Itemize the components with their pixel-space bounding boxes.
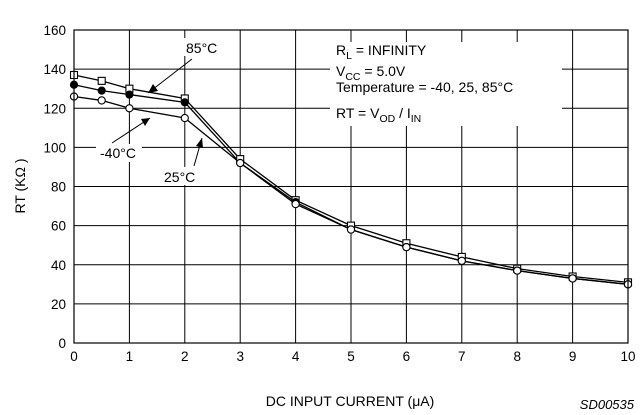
figure-code: SD00535 bbox=[580, 397, 635, 412]
rt-formula: RT = VOD / IIN bbox=[336, 105, 421, 125]
conditions-annotation: RL = INFINITY VCC = 5.0V Temperature = -… bbox=[330, 42, 562, 126]
x-tick-label: 0 bbox=[70, 349, 78, 364]
data-point bbox=[346, 225, 356, 234]
vcc-condition: VCC = 5.0V bbox=[336, 63, 406, 83]
label-25c: 25°C bbox=[164, 169, 195, 185]
temperature-condition: Temperature = -40, 25, 85°C bbox=[336, 79, 513, 95]
series-callouts: 85°C -40°C 25°C bbox=[96, 38, 224, 185]
annotation-background bbox=[330, 42, 562, 126]
x-tick-label: 5 bbox=[347, 349, 355, 364]
x-tick-label: 9 bbox=[569, 349, 577, 364]
data-point bbox=[291, 199, 300, 209]
data-point bbox=[125, 104, 134, 113]
y-tick-label: 100 bbox=[43, 140, 66, 155]
x-tick-label: 8 bbox=[513, 349, 521, 364]
x-tick-label: 2 bbox=[181, 349, 189, 364]
arrowhead-minus40c bbox=[141, 118, 150, 126]
data-point bbox=[457, 256, 466, 265]
data-point bbox=[402, 242, 411, 252]
arrowhead-25c bbox=[196, 138, 203, 148]
x-axis-label: DC INPUT CURRENT (μA) bbox=[266, 393, 435, 409]
data-point bbox=[180, 113, 189, 123]
data-point bbox=[97, 96, 106, 105]
y-tick-label: 60 bbox=[51, 219, 66, 234]
x-tick-label: 3 bbox=[236, 349, 244, 364]
arrowhead-85c bbox=[148, 84, 158, 93]
x-tick-label: 7 bbox=[458, 349, 466, 364]
y-tick-label: 80 bbox=[51, 180, 66, 195]
rl-condition: RL = INFINITY bbox=[336, 42, 427, 62]
data-point bbox=[513, 266, 522, 275]
data-point bbox=[97, 76, 106, 85]
y-tick-label: 0 bbox=[58, 336, 66, 351]
plot-frame bbox=[73, 29, 629, 344]
y-axis-label: RT (KΩ ) bbox=[12, 158, 28, 213]
y-tick-label: 20 bbox=[51, 297, 66, 312]
data-point bbox=[236, 158, 245, 168]
data-point bbox=[125, 90, 134, 99]
y-tick-label: 160 bbox=[43, 23, 66, 38]
x-tick-label: 10 bbox=[620, 349, 635, 364]
data-point bbox=[568, 274, 577, 283]
data-point bbox=[180, 98, 189, 107]
x-tick-label: 4 bbox=[292, 349, 300, 364]
x-tick-label: 6 bbox=[403, 349, 411, 364]
y-tick-label: 140 bbox=[43, 62, 66, 77]
y-tick-label: 40 bbox=[51, 258, 66, 273]
x-tick-label: 1 bbox=[126, 349, 134, 364]
series-line bbox=[73, 95, 629, 285]
label-minus40c: -40°C bbox=[100, 145, 136, 161]
data-point bbox=[97, 86, 106, 95]
y-tick-label: 120 bbox=[43, 101, 66, 116]
label-85c: 85°C bbox=[186, 40, 217, 56]
series-line bbox=[73, 74, 629, 284]
